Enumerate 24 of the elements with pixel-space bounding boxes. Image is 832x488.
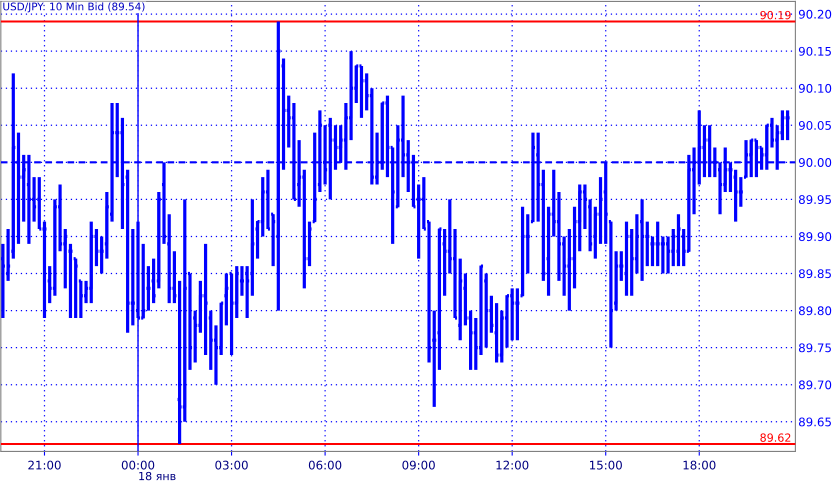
y-tick-label: 90.05 bbox=[798, 120, 831, 130]
y-tick-label: 89.75 bbox=[798, 343, 831, 352]
y-tick-label: 89.95 bbox=[798, 195, 831, 204]
x-tick-label: 03:00 bbox=[215, 460, 248, 470]
x-tick-label: 12:00 bbox=[496, 460, 528, 470]
y-tick-label: 90.20 bbox=[798, 10, 832, 19]
x-tick-label: 15:00 bbox=[590, 460, 622, 470]
ref-line-label: 18 янв bbox=[139, 472, 176, 480]
y-tick-label: 90.10 bbox=[798, 84, 832, 93]
chart-title: USD/JPY: 10 Min Bid (89.54) bbox=[3, 2, 144, 12]
y-tick-label: 90.00 bbox=[798, 158, 832, 167]
ref-line-label: 89.62 bbox=[760, 433, 790, 442]
ref-line-label: 90.19 bbox=[760, 10, 791, 20]
x-tick-label: 09:00 bbox=[402, 460, 435, 470]
x-tick-label: 00:00 bbox=[122, 460, 154, 470]
x-tick-label: 18:00 bbox=[684, 460, 716, 470]
y-tick-label: 89.80 bbox=[798, 306, 832, 316]
x-tick-label: 21:00 bbox=[28, 460, 61, 470]
y-tick-label: 89.65 bbox=[798, 417, 831, 426]
y-tick-label: 90.15 bbox=[798, 46, 831, 56]
y-tick-label: 89.90 bbox=[798, 232, 832, 242]
y-tick-label: 89.85 bbox=[798, 269, 831, 278]
y-tick-label: 89.70 bbox=[798, 380, 832, 390]
x-tick-label: 06:00 bbox=[308, 460, 342, 470]
